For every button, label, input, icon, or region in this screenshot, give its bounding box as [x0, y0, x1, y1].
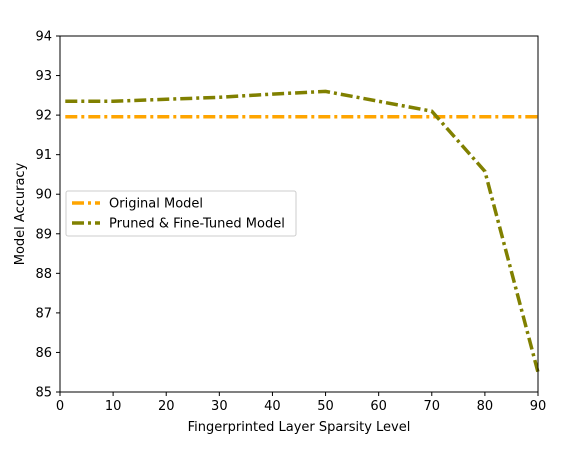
y-tick-label: 90: [35, 188, 52, 203]
y-tick-label: 91: [35, 148, 52, 163]
legend-label-original-model: Original Model: [109, 197, 203, 212]
series-line-1: [65, 89, 540, 373]
series-layer: [65, 89, 540, 373]
x-tick-label: 10: [105, 399, 122, 414]
y-tick-label: 92: [35, 109, 52, 124]
y-tick-label: 89: [35, 227, 52, 242]
legend-box: [65, 190, 297, 237]
y-tick-label: 85: [35, 386, 52, 401]
y-tick-label: 93: [35, 69, 52, 84]
legend-label-pruned-fine-tuned-model: Pruned & Fine-Tuned Model: [109, 217, 285, 232]
x-tick-label: 20: [158, 399, 175, 414]
legend: Original Model Pruned & Fine-Tuned Model: [65, 190, 297, 237]
x-tick-label: 90: [530, 399, 547, 414]
y-axis-title: Model Accuracy: [13, 162, 28, 265]
y-tick-label: 94: [35, 30, 52, 45]
x-tick-label: 70: [424, 399, 441, 414]
x-tick-label: 0: [56, 399, 64, 414]
x-tick-label: 50: [317, 399, 334, 414]
x-tick-label: 80: [477, 399, 494, 414]
y-tick-label: 87: [35, 306, 52, 321]
x-axis: 0 10 20 30 40 50 60 70 80 90: [56, 392, 546, 414]
x-tick-label: 30: [211, 399, 228, 414]
x-axis-title: Fingerprinted Layer Sparsity Level: [188, 420, 411, 435]
x-tick-label: 40: [264, 399, 281, 414]
y-tick-label: 88: [35, 267, 52, 282]
x-tick-label: 60: [370, 399, 387, 414]
y-tick-label: 86: [35, 346, 52, 361]
plot-frame: [59, 35, 539, 393]
y-axis: 85 86 87 88 89 90 91 92 93 94: [35, 30, 60, 401]
